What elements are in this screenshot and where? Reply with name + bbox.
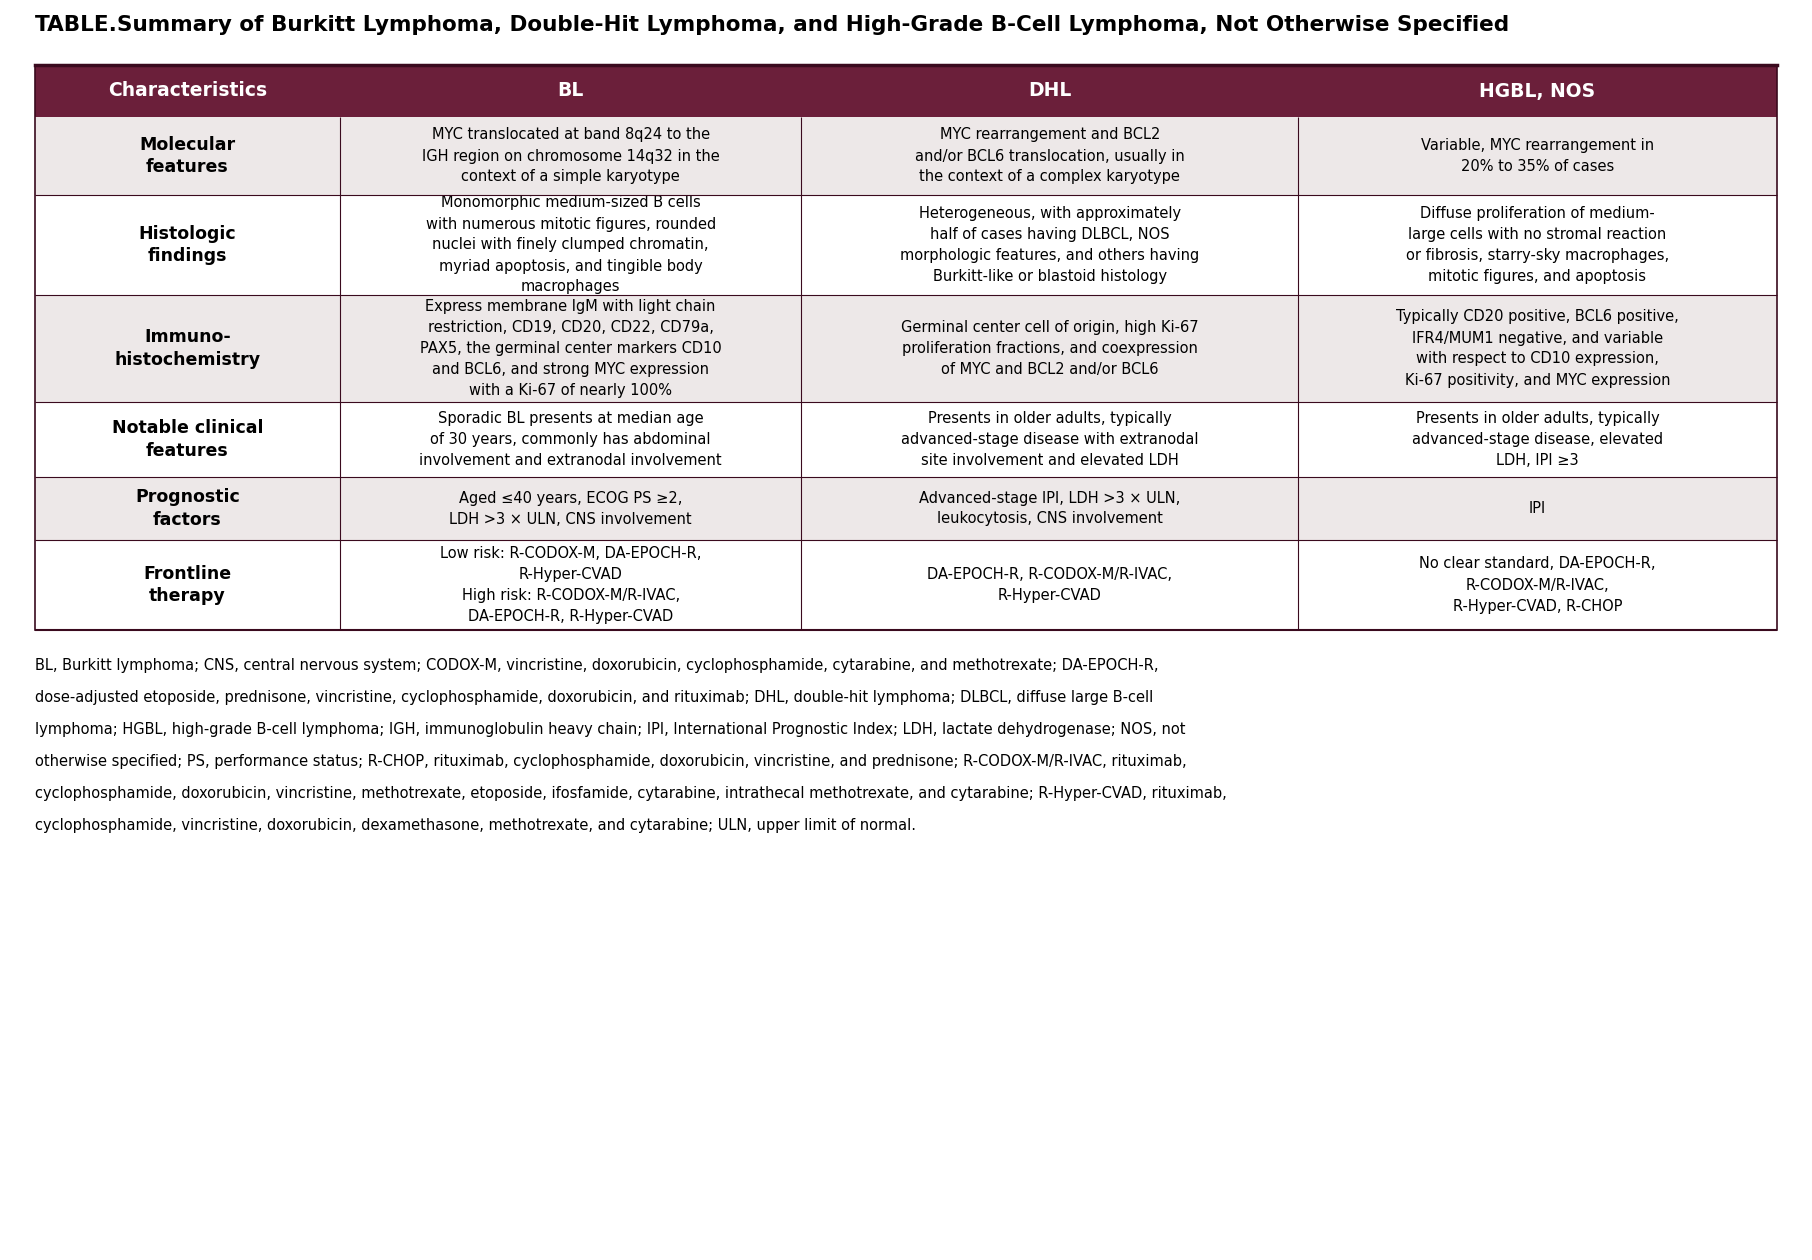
Text: Immuno-
histochemistry: Immuno- histochemistry: [114, 328, 261, 369]
Bar: [34, 66, 341, 117]
Text: HGBL, NOS: HGBL, NOS: [1479, 82, 1596, 101]
Text: Express membrane IgM with light chain
restriction, CD19, CD20, CD22, CD79a,
PAX5: Express membrane IgM with light chain re…: [420, 299, 721, 398]
Bar: [341, 402, 801, 478]
Text: BL: BL: [558, 82, 583, 101]
Text: No clear standard, DA-EPOCH-R,
R-CODOX-M/R-IVAC,
R-Hyper-CVAD, R-CHOP: No clear standard, DA-EPOCH-R, R-CODOX-M…: [1419, 557, 1656, 614]
Text: Monomorphic medium-sized B cells
with numerous mitotic figures, rounded
nuclei w: Monomorphic medium-sized B cells with nu…: [426, 195, 716, 295]
Text: Characteristics: Characteristics: [109, 82, 266, 101]
Text: Heterogeneous, with approximately
half of cases having DLBCL, NOS
morphologic fe: Heterogeneous, with approximately half o…: [901, 205, 1200, 284]
Text: Histologic
findings: Histologic findings: [138, 224, 236, 266]
Text: Aged ≤40 years, ECOG PS ≥2,
LDH >3 × ULN, CNS involvement: Aged ≤40 years, ECOG PS ≥2, LDH >3 × ULN…: [449, 490, 692, 527]
Text: Prognostic
factors: Prognostic factors: [136, 488, 239, 529]
Text: Variable, MYC rearrangement in
20% to 35% of cases: Variable, MYC rearrangement in 20% to 35…: [1421, 139, 1654, 174]
Text: lymphoma; HGBL, high-grade B-cell lymphoma; IGH, immunoglobulin heavy chain; IPI: lymphoma; HGBL, high-grade B-cell lympho…: [34, 722, 1185, 737]
Bar: [801, 195, 1297, 295]
Text: MYC translocated at band 8q24 to the
IGH region on chromosome 14q32 in the
conte: MYC translocated at band 8q24 to the IGH…: [422, 127, 719, 184]
Bar: [1297, 295, 1778, 402]
Text: Germinal center cell of origin, high Ki-67
proliferation fractions, and coexpres: Germinal center cell of origin, high Ki-…: [901, 320, 1198, 377]
Bar: [801, 66, 1297, 117]
Bar: [34, 117, 341, 195]
Bar: [341, 295, 801, 402]
Text: Notable clinical
features: Notable clinical features: [112, 420, 263, 460]
Bar: [801, 541, 1297, 630]
Bar: [801, 478, 1297, 541]
Bar: [34, 295, 341, 402]
Text: Sporadic BL presents at median age
of 30 years, commonly has abdominal
involveme: Sporadic BL presents at median age of 30…: [419, 411, 721, 467]
Text: IPI: IPI: [1529, 501, 1546, 517]
Bar: [1297, 117, 1778, 195]
Bar: [1297, 66, 1778, 117]
Text: DHL: DHL: [1027, 82, 1071, 101]
Text: TABLE.: TABLE.: [34, 15, 118, 35]
Bar: [341, 541, 801, 630]
Text: Molecular
features: Molecular features: [140, 136, 236, 176]
Text: Advanced-stage IPI, LDH >3 × ULN,
leukocytosis, CNS involvement: Advanced-stage IPI, LDH >3 × ULN, leukoc…: [919, 490, 1180, 527]
Text: Presents in older adults, typically
advanced-stage disease, elevated
LDH, IPI ≥3: Presents in older adults, typically adva…: [1412, 411, 1663, 467]
Bar: [801, 117, 1297, 195]
Text: cyclophosphamide, vincristine, doxorubicin, dexamethasone, methotrexate, and cyt: cyclophosphamide, vincristine, doxorubic…: [34, 818, 917, 833]
Text: MYC rearrangement and BCL2
and/or BCL6 translocation, usually in
the context of : MYC rearrangement and BCL2 and/or BCL6 t…: [915, 127, 1185, 184]
Text: BL, Burkitt lymphoma; CNS, central nervous system; CODOX-M, vincristine, doxorub: BL, Burkitt lymphoma; CNS, central nervo…: [34, 658, 1158, 673]
Bar: [341, 66, 801, 117]
Bar: [34, 402, 341, 478]
Bar: [1297, 195, 1778, 295]
Bar: [801, 295, 1297, 402]
Bar: [341, 117, 801, 195]
Text: otherwise specified; PS, performance status; R-CHOP, rituximab, cyclophosphamide: otherwise specified; PS, performance sta…: [34, 753, 1187, 769]
Bar: [1297, 541, 1778, 630]
Bar: [801, 402, 1297, 478]
Text: Summary of Burkitt Lymphoma, Double-Hit Lymphoma, and High-Grade B-Cell Lymphoma: Summary of Burkitt Lymphoma, Double-Hit …: [118, 15, 1509, 35]
Bar: [341, 478, 801, 541]
Bar: [34, 478, 341, 541]
Text: DA-EPOCH-R, R-CODOX-M/R-IVAC,
R-Hyper-CVAD: DA-EPOCH-R, R-CODOX-M/R-IVAC, R-Hyper-CV…: [928, 567, 1172, 604]
Bar: [341, 195, 801, 295]
Text: Presents in older adults, typically
advanced-stage disease with extranodal
site : Presents in older adults, typically adva…: [901, 411, 1198, 467]
Bar: [34, 195, 341, 295]
Text: Frontline
therapy: Frontline therapy: [143, 564, 232, 606]
Bar: [34, 541, 341, 630]
Text: Typically CD20 positive, BCL6 positive,
IFR4/MUM1 negative, and variable
with re: Typically CD20 positive, BCL6 positive, …: [1395, 310, 1680, 388]
Text: Diffuse proliferation of medium-
large cells with no stromal reaction
or fibrosi: Diffuse proliferation of medium- large c…: [1406, 205, 1669, 284]
Text: Low risk: R-CODOX-M, DA-EPOCH-R,
R-Hyper-CVAD
High risk: R-CODOX-M/R-IVAC,
DA-EP: Low risk: R-CODOX-M, DA-EPOCH-R, R-Hyper…: [440, 546, 701, 624]
Bar: [1297, 478, 1778, 541]
Bar: [1297, 402, 1778, 478]
Text: dose-adjusted etoposide, prednisone, vincristine, cyclophosphamide, doxorubicin,: dose-adjusted etoposide, prednisone, vin…: [34, 690, 1152, 706]
Text: cyclophosphamide, doxorubicin, vincristine, methotrexate, etoposide, ifosfamide,: cyclophosphamide, doxorubicin, vincristi…: [34, 786, 1227, 801]
